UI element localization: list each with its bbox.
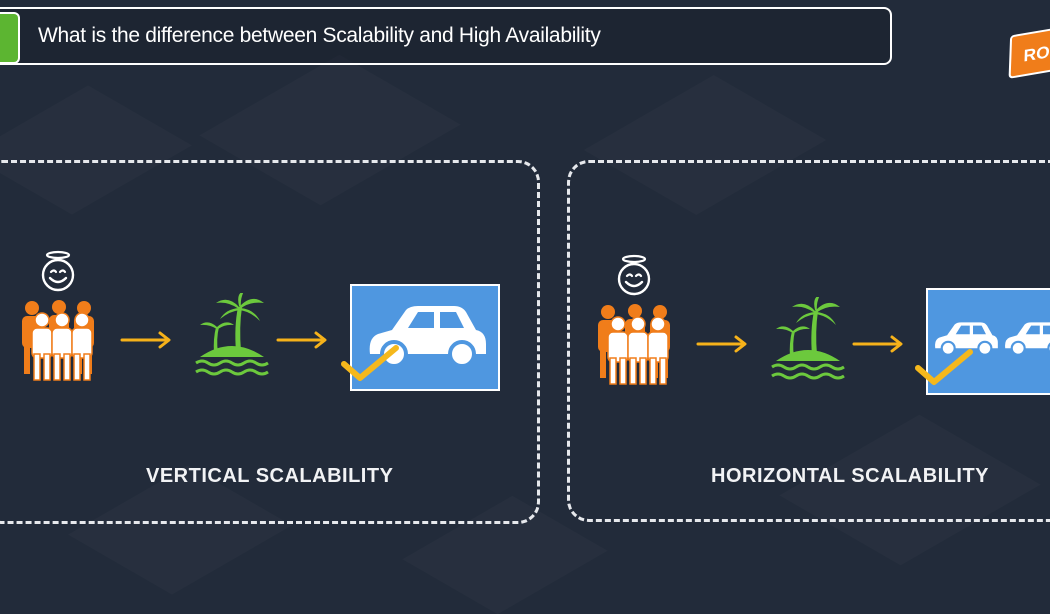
- car-icon: [935, 322, 998, 356]
- arrow-right-icon: [276, 331, 327, 349]
- cars-box: [926, 288, 1050, 395]
- arrow-right-icon: [696, 335, 747, 353]
- title-accent: [0, 12, 20, 64]
- island-icon: [195, 293, 269, 376]
- car-icon: [369, 306, 486, 368]
- vertical-scalability-panel: [0, 160, 540, 524]
- people-group-icon: [22, 300, 94, 381]
- smiling-face-icon: [41, 250, 75, 292]
- people-group-icon: [598, 304, 670, 385]
- page-title: What is the difference between Scalabili…: [38, 24, 601, 47]
- title-bar: [0, 7, 892, 65]
- car-box: [350, 284, 500, 391]
- island-icon: [771, 297, 845, 380]
- arrow-right-icon: [852, 335, 903, 353]
- horizontal-scalability-label: HORIZONTAL SCALABILITY: [711, 465, 990, 487]
- vertical-scalability-label: VERTICAL SCALABILITY: [146, 465, 394, 487]
- smiling-face-icon: [617, 254, 651, 296]
- arrow-right-icon: [120, 331, 171, 349]
- horizontal-scalability-panel: [567, 160, 1050, 522]
- car-icon: [1005, 322, 1050, 356]
- logo-badge: RO: [1008, 25, 1050, 79]
- checkmark-icon: [915, 349, 973, 385]
- checkmark-icon: [341, 345, 399, 381]
